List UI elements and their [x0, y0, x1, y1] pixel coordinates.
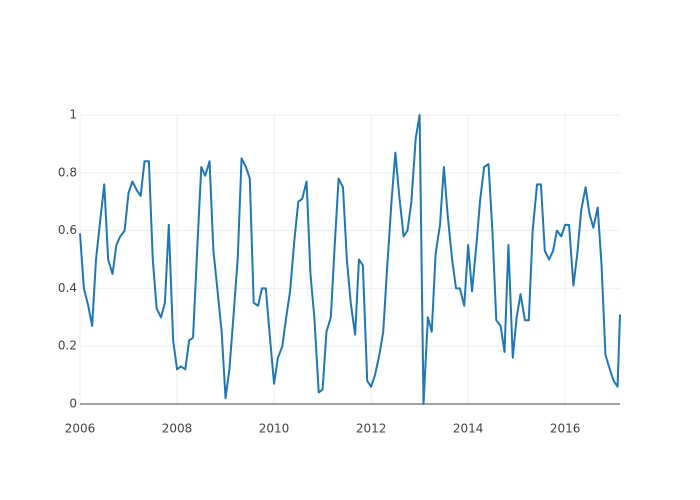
y-tick-label: 0 — [69, 397, 77, 411]
y-tick-label: 0.6 — [58, 223, 77, 237]
x-tick-label: 2008 — [162, 422, 193, 436]
x-tick-label: 2006 — [65, 422, 96, 436]
x-tick-label: 2010 — [259, 422, 290, 436]
y-tick-label: 0.4 — [58, 281, 77, 295]
x-tick-label: 2012 — [356, 422, 387, 436]
x-tick-label: 2016 — [550, 422, 581, 436]
data-line — [79, 114, 621, 405]
y-tick-label: 0.8 — [58, 165, 77, 179]
x-tick-label: 2014 — [453, 422, 484, 436]
y-tick-label: 1 — [69, 108, 77, 122]
y-tick-label: 0.2 — [58, 339, 77, 353]
